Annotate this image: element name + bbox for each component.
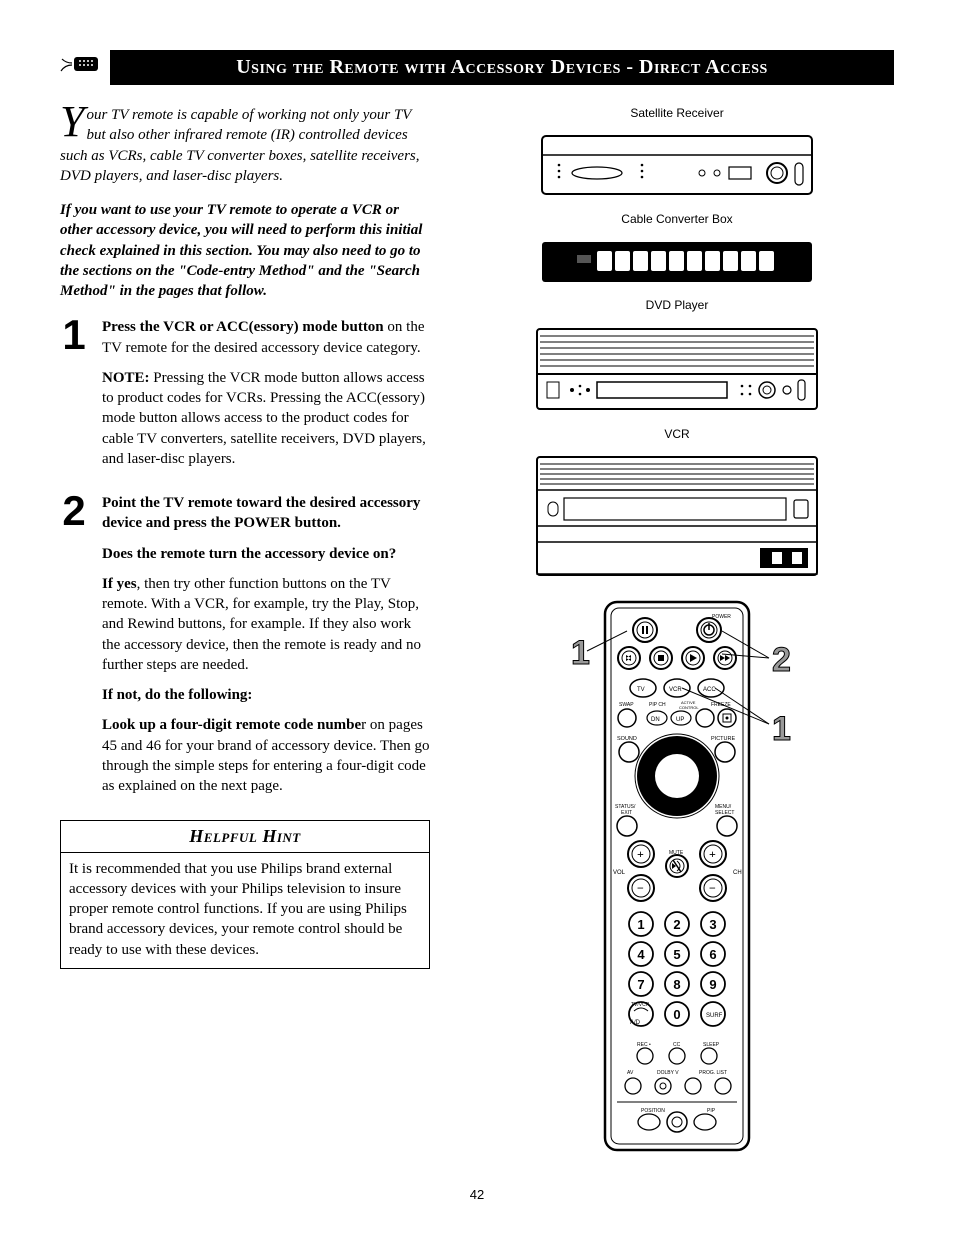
svg-text:−: − (637, 881, 644, 895)
step-2-number: 2 (60, 493, 88, 806)
svg-text:DN: DN (651, 717, 660, 723)
intro-paragraph: Your TV remote is capable of working not… (60, 105, 430, 186)
svg-text:5: 5 (673, 947, 680, 962)
picture-label: PICTURE (711, 736, 735, 742)
hint-title: Helpful Hint (61, 821, 429, 852)
step-2-ifyes-bold: If yes (102, 576, 137, 592)
page-title: Using the Remote with Accessory Devices … (110, 50, 894, 85)
step-1: 1 Press the VCR or ACC(essory) mode butt… (60, 317, 430, 479)
svg-text:−: − (709, 881, 716, 895)
vol-label: VOL (613, 870, 626, 876)
surf-label: SURF (706, 1013, 723, 1019)
ch-label: CH (733, 870, 742, 876)
step-2: 2 Point the TV remote toward the desired… (60, 493, 430, 806)
svg-text:2: 2 (673, 917, 680, 932)
helpful-hint-box: Helpful Hint It is recommended that you … (60, 820, 430, 969)
rec-label: REC • (637, 1042, 651, 1048)
svg-text:EXIT: EXIT (621, 810, 632, 816)
svg-text:+: + (637, 847, 644, 861)
vcr-diagram (532, 452, 822, 582)
svg-text:+: + (709, 847, 716, 861)
vcr-mode-label: VCR (669, 687, 682, 693)
svg-text:7: 7 (637, 977, 644, 992)
header-row: Using the Remote with Accessory Devices … (60, 50, 894, 85)
step-2-p1-bold: Point the TV remote toward the desired a… (102, 495, 420, 531)
step-1-number: 1 (60, 317, 88, 479)
svg-text:9: 9 (709, 977, 716, 992)
cable-box-diagram (537, 237, 817, 287)
svg-text:8: 8 (673, 977, 680, 992)
remote-header-icon (60, 53, 100, 83)
step-2-lookup-bold: Look up a four-digit remote code numbe (102, 717, 361, 733)
page-number: 42 (60, 1186, 894, 1204)
prog-label: PROG. LIST (699, 1070, 727, 1076)
step-1-note-text: Pressing the VCR mode button allows acce… (102, 370, 426, 467)
vcr-label: VCR (664, 426, 689, 442)
intro-text: our TV remote is capable of working not … (60, 107, 420, 184)
svg-text:0: 0 (673, 1007, 680, 1022)
step-2-ifyes-text: , then try other function buttons on the… (102, 576, 421, 673)
step-2-lookup: Look up a four-digit remote code number … (102, 715, 430, 796)
pip-label: PIP (707, 1108, 716, 1114)
tv-mode-label: TV (637, 687, 645, 693)
callout-2: 2 (772, 641, 791, 679)
intro-bold: If you want to use your TV remote to ope… (60, 200, 430, 301)
callout-1-left: 1 (571, 634, 590, 672)
step-2-q-bold: Does the remote turn the accessory devic… (102, 546, 396, 562)
satellite-label: Satellite Receiver (630, 105, 723, 121)
cable-label: Cable Converter Box (621, 211, 732, 227)
right-column: Satellite Receiver Cable Converter Box (460, 105, 894, 1156)
svg-text:SELECT: SELECT (715, 810, 734, 816)
remote-diagram: 1 2 1 POWER (547, 596, 807, 1156)
step-2-q: Does the remote turn the accessory devic… (102, 544, 430, 564)
step-2-p1: Point the TV remote toward the desired a… (102, 493, 430, 534)
position-label: POSITION (641, 1108, 665, 1114)
tvvcr-label: TV/VCR (631, 1002, 650, 1008)
svg-text:3: 3 (709, 917, 716, 932)
freeze-label: FREEZE (711, 702, 731, 708)
left-column: Your TV remote is capable of working not… (60, 105, 430, 969)
sound-label: SOUND (617, 736, 637, 742)
step-1-p1-bold: Press the VCR or ACC(essory) mode button (102, 319, 384, 335)
hint-body: It is recommended that you use Philips b… (61, 853, 429, 968)
dolby-label: DOLBY V (657, 1070, 679, 1076)
step-1-note-label: NOTE: (102, 370, 150, 386)
avd-label: A/D (630, 1020, 641, 1026)
step-1-p1: Press the VCR or ACC(essory) mode button… (102, 317, 430, 358)
step-1-note: NOTE: Pressing the VCR mode button allow… (102, 368, 430, 469)
cc-label: CC (673, 1042, 681, 1048)
svg-text:4: 4 (637, 947, 645, 962)
step-2-ifnot: If not, do the following: (102, 685, 430, 705)
svg-text:6: 6 (709, 947, 716, 962)
svg-text:1: 1 (637, 917, 644, 932)
step-2-ifnot-bold: If not, do the following: (102, 687, 252, 703)
dropcap: Y (60, 105, 86, 139)
step-2-ifyes: If yes, then try other function buttons … (102, 574, 430, 675)
dvd-diagram (532, 324, 822, 416)
satellite-receiver-diagram (537, 131, 817, 201)
av-label: AV (627, 1070, 634, 1076)
svg-text:UP: UP (676, 717, 684, 723)
dvd-label: DVD Player (646, 297, 709, 313)
acc-mode-label: ACC (703, 687, 716, 693)
svg-text:CONTROL: CONTROL (679, 705, 699, 710)
pipch-label: PIP CH (649, 702, 666, 708)
callout-1-right: 1 (772, 710, 791, 748)
swap-label: SWAP (619, 702, 634, 708)
sleep-label: SLEEP (703, 1042, 720, 1048)
